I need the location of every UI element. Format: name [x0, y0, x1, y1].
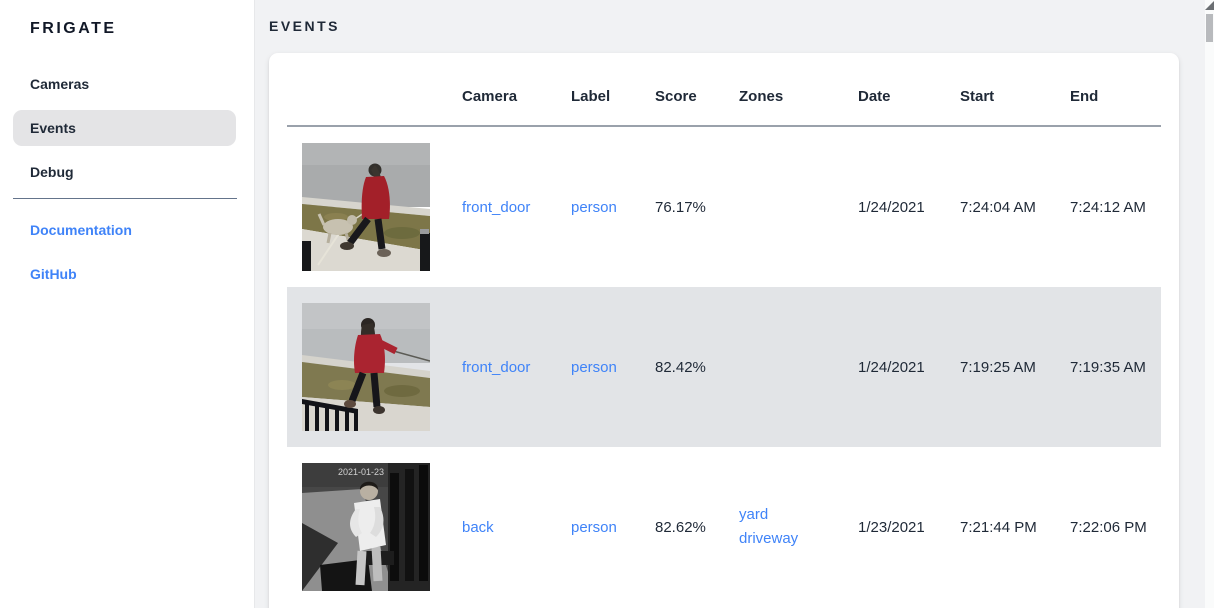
sidebar-nav: Cameras Events Debug — [0, 66, 254, 190]
sidebar-item-label: Cameras — [30, 76, 90, 92]
header-zones: Zones — [739, 87, 784, 105]
events-card: Camera Label Score Zones Date Start End — [269, 53, 1179, 608]
label-link[interactable]: person — [571, 198, 617, 216]
scrollbar-thumb[interactable] — [1206, 14, 1213, 42]
sidebar-item-cameras[interactable]: Cameras — [13, 66, 236, 102]
event-thumbnail[interactable] — [287, 143, 462, 271]
header-label: Label — [571, 87, 611, 105]
camera-link[interactable]: front_door — [462, 198, 531, 216]
camera-link[interactable]: front_door — [462, 358, 531, 376]
end-value: 7:22:06 PM — [1070, 518, 1147, 536]
table-row[interactable]: 2021-01-23 back person 82.62% yard drive… — [287, 447, 1161, 607]
table-row-selected[interactable]: front_door person 82.42% 1/24/2021 7:19:… — [287, 287, 1161, 447]
score-value: 76.17% — [655, 198, 706, 216]
table-header-row: Camera Label Score Zones Date Start End — [287, 53, 1161, 127]
vertical-scrollbar[interactable] — [1205, 0, 1214, 608]
page-title: EVENTS — [269, 18, 341, 34]
thumbnail-image-person-dog-day-2[interactable] — [302, 303, 430, 431]
label-link[interactable]: person — [571, 518, 617, 536]
score-value: 82.62% — [655, 518, 706, 536]
start-value: 7:21:44 PM — [960, 518, 1037, 536]
thumbnail-image-person-dog-day[interactable] — [302, 143, 430, 271]
date-value: 1/23/2021 — [858, 518, 925, 536]
start-value: 7:19:25 AM — [960, 358, 1036, 376]
score-value: 82.42% — [655, 358, 706, 376]
app-title[interactable]: FRIGATE — [30, 20, 117, 37]
table-row[interactable]: front_door person 76.17% 1/24/2021 7:24:… — [287, 127, 1161, 287]
date-value: 1/24/2021 — [858, 198, 925, 216]
label-link[interactable]: person — [571, 358, 617, 376]
thumbnail-timestamp-overlay: 2021-01-23 — [338, 467, 384, 477]
thumbnail-image-person-night-ir[interactable]: 2021-01-23 — [302, 463, 430, 591]
start-value: 7:24:04 AM — [960, 198, 1036, 216]
zone-link[interactable]: driveway — [739, 530, 799, 547]
event-thumbnail[interactable]: 2021-01-23 — [287, 463, 462, 591]
sidebar-link-documentation[interactable]: Documentation — [13, 212, 236, 248]
sidebar-link-label: Documentation — [30, 222, 132, 238]
zone-link[interactable]: yard — [739, 506, 769, 523]
date-value: 1/24/2021 — [858, 358, 925, 376]
sidebar-item-label: Events — [30, 120, 76, 136]
sidebar-links: Documentation GitHub — [0, 212, 254, 292]
header-date: Date — [858, 87, 891, 105]
end-value: 7:24:12 AM — [1070, 198, 1146, 216]
event-thumbnail[interactable] — [287, 303, 462, 431]
sidebar-item-debug[interactable]: Debug — [13, 154, 236, 190]
sidebar-item-events[interactable]: Events — [13, 110, 236, 146]
scroll-up-arrow-icon[interactable] — [1205, 1, 1214, 10]
zones-cell: yard driveway — [739, 503, 858, 551]
header-end: End — [1070, 87, 1099, 105]
sidebar-divider — [13, 198, 237, 199]
sidebar-item-label: Debug — [30, 164, 74, 180]
header-camera: Camera — [462, 87, 518, 105]
sidebar-link-label: GitHub — [30, 266, 77, 282]
sidebar: FRIGATE Cameras Events Debug Documentati… — [0, 0, 255, 608]
camera-link[interactable]: back — [462, 518, 494, 536]
sidebar-link-github[interactable]: GitHub — [13, 256, 236, 292]
header-score: Score — [655, 87, 697, 105]
main-content: EVENTS Camera Label Score Zones Date Sta… — [256, 0, 1214, 608]
header-start: Start — [960, 87, 995, 105]
end-value: 7:19:35 AM — [1070, 358, 1146, 376]
